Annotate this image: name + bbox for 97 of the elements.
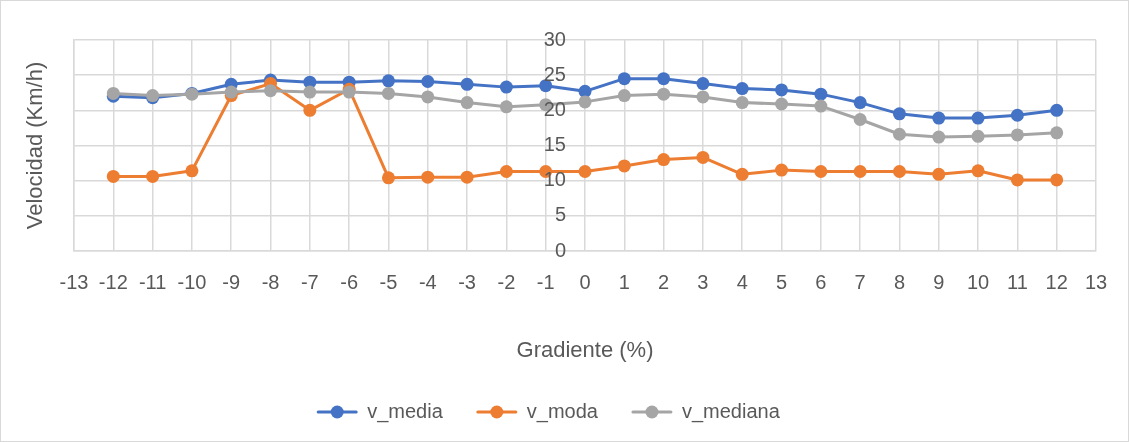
x-tick-label: 11 bbox=[1007, 270, 1028, 293]
point bbox=[892, 107, 906, 121]
point bbox=[460, 170, 474, 184]
point bbox=[932, 111, 946, 125]
point bbox=[1010, 173, 1024, 187]
point bbox=[735, 82, 749, 96]
x-tick-label: -13 bbox=[59, 270, 89, 293]
point bbox=[735, 96, 749, 110]
x-tick-label: -4 bbox=[418, 270, 437, 293]
point bbox=[499, 165, 513, 179]
x-tick-label: 10 bbox=[966, 270, 990, 293]
point bbox=[578, 95, 592, 109]
point bbox=[146, 169, 160, 183]
y-tick-label: 0 bbox=[554, 238, 566, 261]
point bbox=[460, 77, 474, 91]
point bbox=[775, 83, 789, 97]
point bbox=[696, 150, 710, 164]
point bbox=[932, 167, 946, 181]
point bbox=[421, 90, 435, 104]
point bbox=[971, 129, 985, 143]
point bbox=[1010, 108, 1024, 122]
point bbox=[1050, 103, 1064, 117]
y-tick-label: 25 bbox=[543, 62, 566, 85]
point bbox=[971, 111, 985, 125]
x-tick-label: -5 bbox=[379, 270, 398, 293]
y-tick-label: 20 bbox=[543, 97, 566, 120]
point bbox=[421, 75, 435, 88]
point bbox=[421, 170, 435, 184]
point bbox=[578, 165, 592, 179]
x-tick-label: -6 bbox=[340, 270, 359, 293]
x-tick-label: 9 bbox=[933, 270, 945, 293]
x-tick-label: 3 bbox=[697, 270, 709, 293]
point bbox=[735, 167, 749, 181]
point bbox=[696, 77, 710, 91]
x-tick-label: -2 bbox=[497, 270, 516, 293]
point bbox=[932, 130, 946, 144]
point bbox=[106, 169, 120, 183]
point bbox=[617, 159, 631, 173]
x-tick-label: -9 bbox=[222, 270, 241, 293]
point bbox=[853, 96, 867, 110]
point bbox=[499, 80, 513, 94]
point bbox=[657, 153, 671, 167]
x-tick-label: -3 bbox=[458, 270, 476, 293]
point bbox=[617, 72, 631, 86]
point bbox=[853, 165, 867, 179]
x-tick-label: 2 bbox=[658, 270, 670, 293]
point bbox=[303, 85, 317, 99]
point bbox=[617, 89, 631, 103]
point bbox=[1050, 126, 1064, 140]
x-tick-label: 12 bbox=[1045, 270, 1068, 293]
x-tick-label: -7 bbox=[300, 270, 319, 293]
x-tick-label: 5 bbox=[775, 270, 788, 293]
point bbox=[814, 99, 828, 113]
point bbox=[814, 87, 828, 101]
y-tick-label: 10 bbox=[543, 168, 566, 191]
x-tick-label: -11 bbox=[138, 270, 167, 293]
point bbox=[1050, 173, 1064, 187]
x-axis-title: Gradiente (%) bbox=[516, 336, 654, 362]
x-tick-label: 1 bbox=[618, 270, 630, 293]
point bbox=[892, 127, 906, 141]
point bbox=[775, 97, 789, 111]
point bbox=[1010, 128, 1024, 142]
x-tick-label: 7 bbox=[854, 270, 866, 293]
legend-label: v_moda bbox=[526, 399, 599, 423]
y-tick-label: 5 bbox=[554, 203, 566, 226]
point bbox=[303, 103, 317, 117]
point bbox=[460, 96, 474, 110]
point bbox=[892, 165, 906, 179]
x-tick-label: -10 bbox=[177, 270, 207, 293]
y-axis-title: Velocidad (Km/h) bbox=[22, 61, 48, 230]
legend-label: v_mediana bbox=[681, 399, 781, 423]
point bbox=[264, 84, 278, 98]
x-tick-label: -12 bbox=[98, 270, 128, 293]
point bbox=[539, 79, 553, 93]
point bbox=[696, 90, 710, 104]
legend-label: v_media bbox=[367, 399, 444, 423]
x-tick-label: 4 bbox=[736, 270, 748, 293]
x-tick-label: -8 bbox=[261, 270, 280, 293]
point bbox=[814, 165, 828, 179]
y-tick-label: 30 bbox=[543, 27, 566, 50]
point bbox=[657, 87, 671, 101]
point bbox=[185, 164, 199, 178]
point bbox=[775, 163, 789, 177]
point bbox=[381, 86, 395, 100]
x-tick-label: 8 bbox=[893, 270, 906, 293]
point bbox=[853, 112, 867, 126]
point bbox=[657, 72, 671, 86]
point bbox=[499, 100, 513, 114]
x-tick-label: 0 bbox=[579, 270, 591, 293]
point bbox=[381, 74, 395, 88]
point bbox=[971, 164, 985, 178]
point bbox=[224, 85, 238, 99]
x-tick-label: 13 bbox=[1084, 270, 1108, 293]
x-tick-label: 6 bbox=[815, 270, 827, 293]
y-tick-label: 15 bbox=[543, 133, 566, 156]
point bbox=[381, 171, 395, 185]
x-tick-label: -1 bbox=[536, 270, 555, 293]
